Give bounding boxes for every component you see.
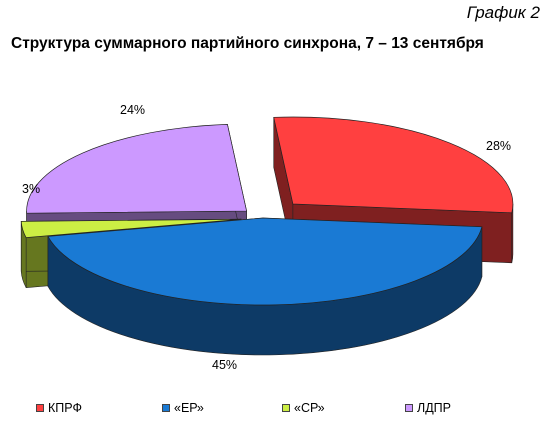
data-label: 3% (22, 182, 40, 196)
slice-1 (273, 116, 514, 214)
chart-number-label: График 2 (466, 3, 540, 22)
legend-label: КПРФ (48, 401, 82, 415)
data-label: 45% (212, 358, 237, 372)
legend-swatch (36, 404, 44, 412)
legend-swatch (162, 404, 170, 412)
legend-label: ЛДПР (417, 401, 451, 415)
data-labels: 28% 45% 3% 24% (22, 103, 511, 372)
slice-4 (26, 124, 248, 214)
legend: КПРФ «ЕР» «СР» ЛДПР (0, 401, 550, 417)
legend-swatch (405, 404, 413, 412)
legend-swatch (282, 404, 290, 412)
data-label: 24% (120, 103, 145, 117)
slice-3 (20, 218, 242, 238)
legend-item: «СР» (282, 401, 325, 415)
legend-label: «СР» (294, 401, 325, 415)
data-label: 28% (486, 139, 511, 153)
legend-item: «ЕР» (162, 401, 204, 415)
pie-tops (20, 116, 514, 306)
legend-item: ЛДПР (405, 401, 451, 415)
slice-2 (47, 217, 483, 306)
legend-item: КПРФ (36, 401, 82, 415)
chart-title: Структура суммарного партийного синхрона… (11, 35, 484, 52)
legend-label: «ЕР» (174, 401, 204, 415)
